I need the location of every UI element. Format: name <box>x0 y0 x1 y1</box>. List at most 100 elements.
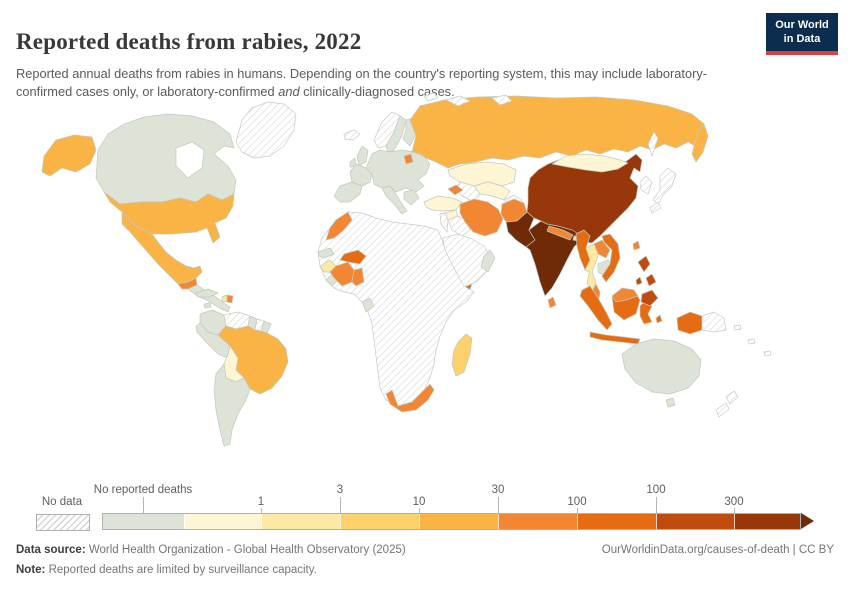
legend-bin-6[interactable] <box>577 514 656 529</box>
country-korea[interactable] <box>639 175 653 195</box>
country-taiwan[interactable] <box>632 240 641 251</box>
country-morocco[interactable] <box>325 211 353 241</box>
legend-tick-label-2: 10 <box>412 496 426 508</box>
country-java[interactable] <box>589 331 641 345</box>
pacific-islands-3[interactable] <box>763 350 772 357</box>
country-vietnam[interactable] <box>601 233 621 283</box>
country-caucasus[interactable] <box>447 184 464 196</box>
country-nepal[interactable] <box>546 225 574 241</box>
country-iceland[interactable] <box>343 129 361 141</box>
country-dominican-republic[interactable] <box>226 294 234 304</box>
country-mexico[interactable] <box>121 211 203 285</box>
legend-arrow <box>801 512 814 529</box>
country-sri-lanka[interactable] <box>547 296 557 309</box>
country-philippines-luzon[interactable] <box>637 255 651 273</box>
country-philippines-visayas[interactable] <box>645 273 657 287</box>
arctic-islands[interactable] <box>445 95 471 107</box>
country-south-africa[interactable] <box>385 383 435 413</box>
legend-tick-5 <box>656 497 657 514</box>
arctic-islands-3[interactable] <box>423 92 439 102</box>
country-central-america[interactable] <box>187 284 231 313</box>
country-papua-new-guinea[interactable] <box>701 311 727 333</box>
legend-tick-1 <box>340 497 341 514</box>
country-argentina-chile[interactable] <box>213 363 251 447</box>
pacific-islands-2[interactable] <box>747 338 756 345</box>
owid-logo-line2: in Data <box>783 33 821 46</box>
legend-no-data-swatch[interactable] <box>36 514 90 531</box>
country-russia[interactable] <box>409 95 707 169</box>
legend-bin-3[interactable] <box>340 514 419 529</box>
chart-subtitle: Reported annual deaths from rabies in hu… <box>16 65 708 99</box>
country-haiti[interactable] <box>221 294 228 303</box>
country-iran[interactable] <box>459 198 504 237</box>
country-ghana[interactable] <box>351 267 365 287</box>
country-tasmania[interactable] <box>665 397 676 408</box>
country-japan[interactable] <box>652 167 677 205</box>
country-oman[interactable] <box>480 249 496 273</box>
country-maluku[interactable] <box>655 314 663 324</box>
legend-tick-label-5: 100 <box>646 484 666 496</box>
legend-tick-label-4: 100 <box>567 496 587 508</box>
country-sumatra[interactable] <box>579 285 613 331</box>
legend-bin-1[interactable] <box>184 514 261 529</box>
country-cuba[interactable] <box>195 288 219 298</box>
country-new-zealand-north[interactable] <box>725 390 739 405</box>
owid-logo-line1: Our World <box>775 19 829 31</box>
country-senegal[interactable] <box>317 247 335 259</box>
country-canada[interactable] <box>95 113 237 205</box>
country-madagascar[interactable] <box>451 333 473 377</box>
country-kazakhstan[interactable] <box>447 161 517 187</box>
arctic-islands-2[interactable] <box>491 94 513 106</box>
country-burkina-faso[interactable] <box>339 249 367 265</box>
country-cote-divoire[interactable] <box>329 261 355 287</box>
country-laos[interactable] <box>593 239 611 259</box>
country-united-kingdom[interactable] <box>356 145 369 167</box>
country-west-papua[interactable] <box>676 311 703 335</box>
country-philippines-palawan[interactable] <box>635 276 643 286</box>
page-title: Reported deaths from rabies, 2022 <box>16 29 362 55</box>
country-new-zealand-south[interactable] <box>715 402 730 418</box>
country-central-europe[interactable] <box>365 149 431 193</box>
country-italy[interactable] <box>381 185 408 215</box>
world-map-svg <box>41 92 772 447</box>
footer-source: Data source: World Health Organization -… <box>16 544 406 556</box>
legend-bin-5[interactable] <box>498 514 577 529</box>
country-alaska[interactable] <box>41 134 97 177</box>
country-turkey[interactable] <box>423 195 463 212</box>
legend-tick-label-0: 1 <box>257 496 265 508</box>
country-uzbekistan[interactable] <box>473 181 511 201</box>
country-japan-south[interactable] <box>649 201 662 214</box>
legend-bin-4[interactable] <box>419 514 498 529</box>
legend-tick-0 <box>261 508 262 514</box>
legend-tick-label-3: 30 <box>491 484 505 496</box>
footer-link[interactable]: OurWorldinData.org/causes-of-death | CC … <box>601 544 834 556</box>
legend-first-bin-label: No reported deaths <box>93 484 193 496</box>
country-greenland[interactable] <box>235 101 297 159</box>
country-levant[interactable] <box>439 212 449 233</box>
owid-logo-accent <box>766 50 838 55</box>
footer-note: Note: Reported deaths are limited by sur… <box>16 564 317 576</box>
legend-tick-6 <box>734 508 735 514</box>
legend-tick-label-1: 3 <box>336 484 344 496</box>
country-belarus[interactable] <box>403 153 414 165</box>
country-peru[interactable] <box>195 322 231 359</box>
country-malaysian-borneo[interactable] <box>611 287 639 303</box>
country-mongolia[interactable] <box>551 153 629 173</box>
legend-color-bar <box>102 513 801 530</box>
country-philippines-mindanao[interactable] <box>640 289 659 307</box>
legend-bin-0[interactable] <box>103 514 184 529</box>
country-balkans[interactable] <box>403 189 420 206</box>
owid-logo[interactable]: Our World in Data <box>766 13 838 55</box>
country-sakhalin[interactable] <box>647 131 659 157</box>
country-jamaica[interactable] <box>203 302 212 309</box>
world-map <box>0 92 850 470</box>
legend-bin-7[interactable] <box>656 514 734 529</box>
country-gabon[interactable] <box>361 297 375 313</box>
country-australia[interactable] <box>621 338 702 395</box>
pacific-islands-1[interactable] <box>733 324 742 331</box>
legend-bin-8[interactable] <box>734 514 800 529</box>
country-spain-portugal[interactable] <box>333 181 363 203</box>
country-russia-kamchatka[interactable] <box>691 123 709 163</box>
legend-bin-2[interactable] <box>261 514 340 529</box>
